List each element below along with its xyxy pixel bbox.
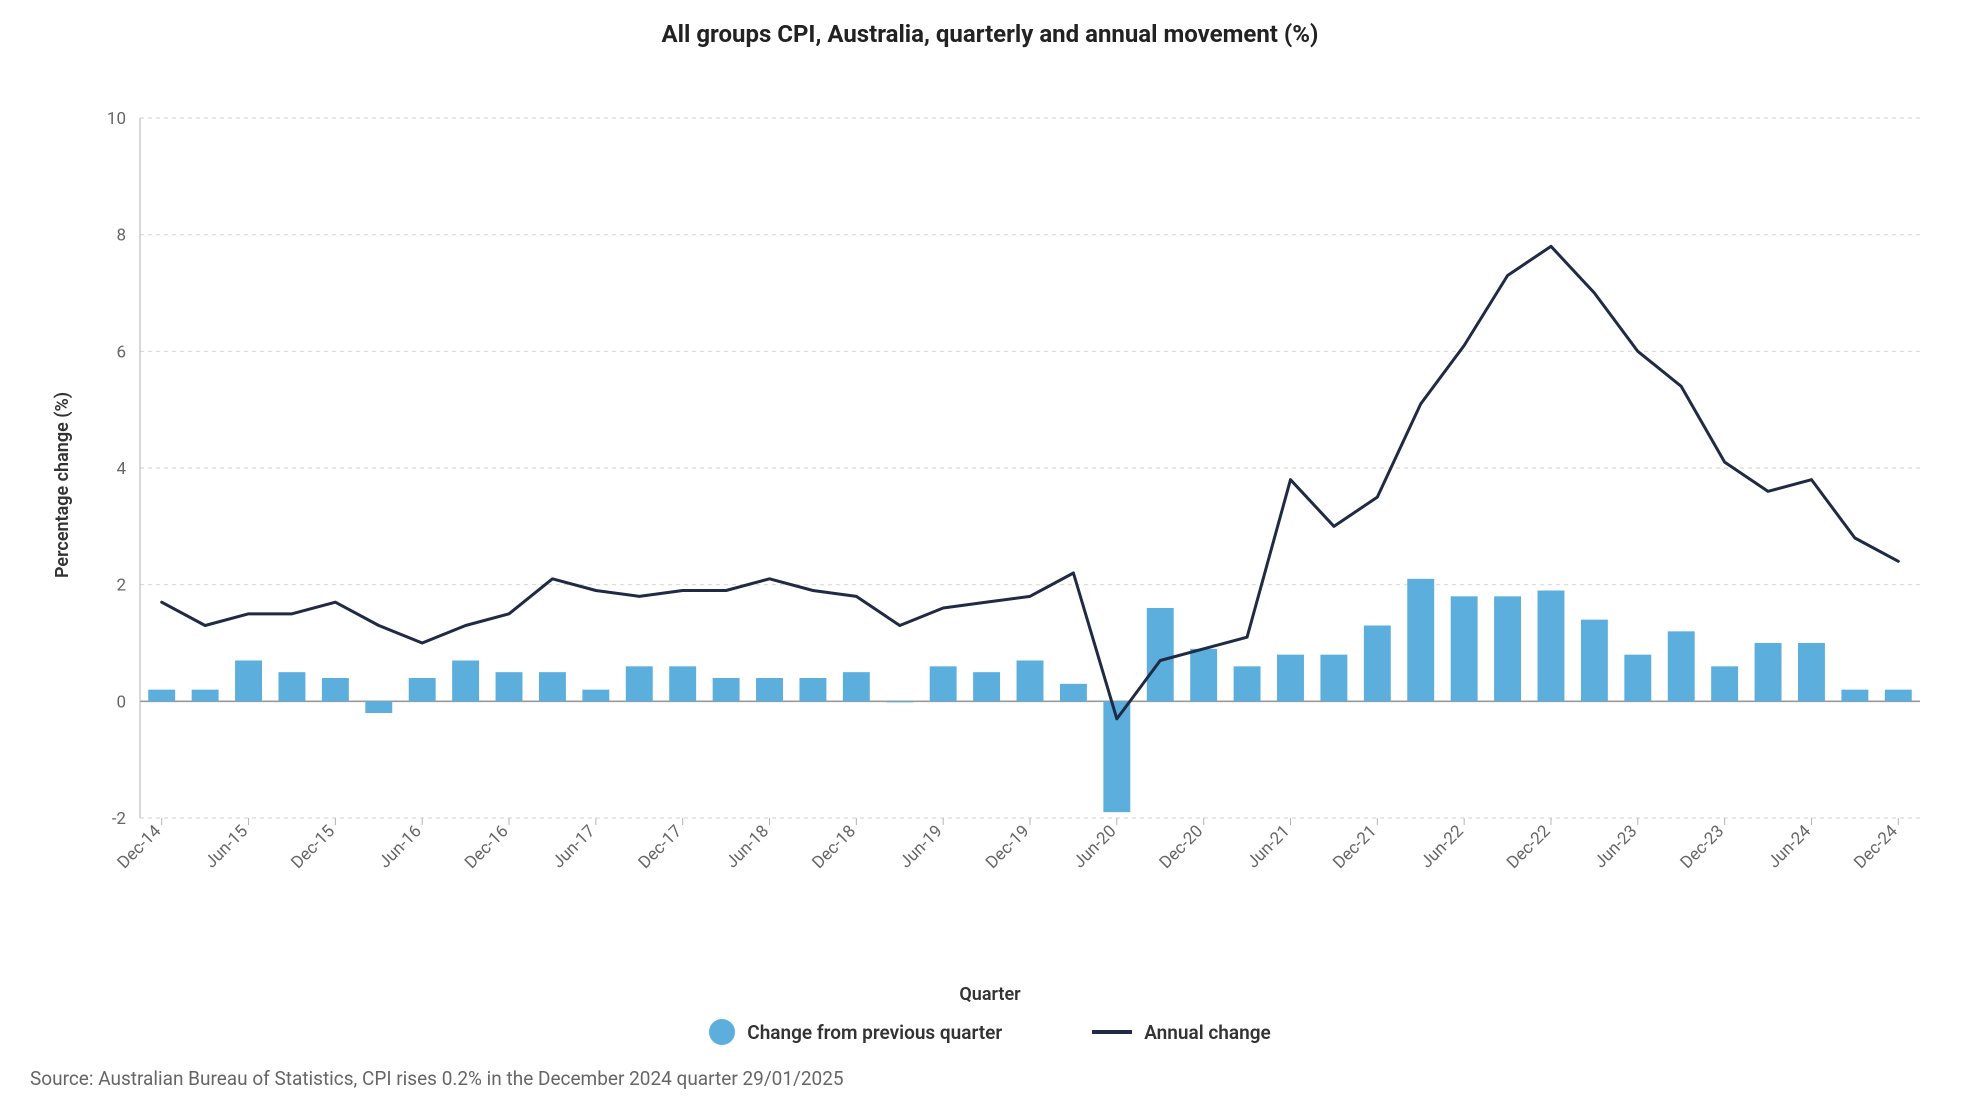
svg-text:10: 10 <box>107 109 126 129</box>
bar <box>1277 655 1304 702</box>
bar <box>799 678 826 701</box>
bar <box>886 701 913 702</box>
bar <box>1190 649 1217 702</box>
legend-item: Annual change <box>1092 1021 1271 1044</box>
bar <box>973 672 1000 701</box>
svg-text:8: 8 <box>116 226 126 246</box>
chart-title: All groups CPI, Australia, quarterly and… <box>30 20 1950 48</box>
bar <box>322 678 349 701</box>
bar <box>1147 608 1174 701</box>
bar <box>669 666 696 701</box>
bar <box>1711 666 1738 701</box>
bar <box>1364 626 1391 702</box>
source-text: Source: Australian Bureau of Statistics,… <box>30 1067 1950 1090</box>
svg-text:Dec-23: Dec-23 <box>1677 821 1729 873</box>
svg-text:Dec-22: Dec-22 <box>1503 821 1555 873</box>
y-axis-label: Percentage change (%) <box>52 392 73 578</box>
bar <box>192 690 219 702</box>
bar <box>843 672 870 701</box>
legend-swatch-line <box>1092 1030 1132 1034</box>
bar <box>1668 631 1695 701</box>
svg-text:Dec-19: Dec-19 <box>982 821 1034 873</box>
svg-text:Dec-17: Dec-17 <box>635 821 687 873</box>
bar <box>1538 591 1565 702</box>
bar <box>235 661 262 702</box>
chart-svg: -20246810Dec-14Jun-15Dec-15Jun-16Dec-16J… <box>30 78 1950 978</box>
bar <box>1581 620 1608 702</box>
legend-label: Annual change <box>1144 1021 1271 1044</box>
svg-text:Dec-18: Dec-18 <box>808 821 860 873</box>
svg-text:Dec-16: Dec-16 <box>461 821 513 873</box>
bar <box>1494 596 1521 701</box>
bar <box>1451 596 1478 701</box>
bar <box>1841 690 1868 702</box>
bar <box>713 678 740 701</box>
bar <box>1017 661 1044 702</box>
bar <box>1624 655 1651 702</box>
bar <box>365 701 392 713</box>
svg-text:Jun-18: Jun-18 <box>722 821 773 872</box>
bar <box>626 666 653 701</box>
bar <box>278 672 305 701</box>
svg-text:Dec-24: Dec-24 <box>1850 821 1902 873</box>
bar <box>148 690 175 702</box>
svg-text:0: 0 <box>116 692 126 712</box>
svg-text:4: 4 <box>116 459 126 479</box>
svg-text:Dec-15: Dec-15 <box>287 821 339 873</box>
bar <box>1320 655 1347 702</box>
svg-text:Dec-20: Dec-20 <box>1156 821 1208 873</box>
bar <box>1798 643 1825 701</box>
svg-text:Jun-15: Jun-15 <box>201 821 252 872</box>
svg-text:Jun-22: Jun-22 <box>1417 821 1468 872</box>
svg-text:Jun-23: Jun-23 <box>1590 821 1641 872</box>
bar <box>1755 643 1782 701</box>
bar <box>452 661 479 702</box>
legend-item: Change from previous quarter <box>709 1019 1002 1045</box>
bar <box>582 690 609 702</box>
svg-text:Dec-21: Dec-21 <box>1329 821 1381 873</box>
svg-text:6: 6 <box>116 342 126 362</box>
bar <box>1060 684 1087 702</box>
x-axis-label: Quarter <box>30 984 1950 1005</box>
svg-text:2: 2 <box>116 576 126 596</box>
bar <box>1885 690 1912 702</box>
bar <box>1234 666 1261 701</box>
svg-text:Jun-17: Jun-17 <box>549 821 600 872</box>
legend-swatch-circle <box>709 1019 735 1045</box>
svg-text:-2: -2 <box>112 809 126 829</box>
bar <box>409 678 436 701</box>
legend-label: Change from previous quarter <box>747 1021 1002 1044</box>
svg-text:Jun-20: Jun-20 <box>1069 821 1120 872</box>
svg-text:Jun-19: Jun-19 <box>896 821 947 872</box>
bar <box>1407 579 1434 702</box>
bar <box>756 678 783 701</box>
bar <box>496 672 523 701</box>
svg-text:Jun-21: Jun-21 <box>1243 821 1294 872</box>
bar <box>539 672 566 701</box>
legend: Change from previous quarter Annual chang… <box>30 1019 1950 1045</box>
plot-wrapper: Percentage change (%) -20246810Dec-14Jun… <box>30 78 1950 1005</box>
chart-container: All groups CPI, Australia, quarterly and… <box>0 0 1980 1100</box>
svg-text:Jun-16: Jun-16 <box>375 821 426 872</box>
bar <box>930 666 957 701</box>
svg-text:Jun-24: Jun-24 <box>1764 821 1815 872</box>
